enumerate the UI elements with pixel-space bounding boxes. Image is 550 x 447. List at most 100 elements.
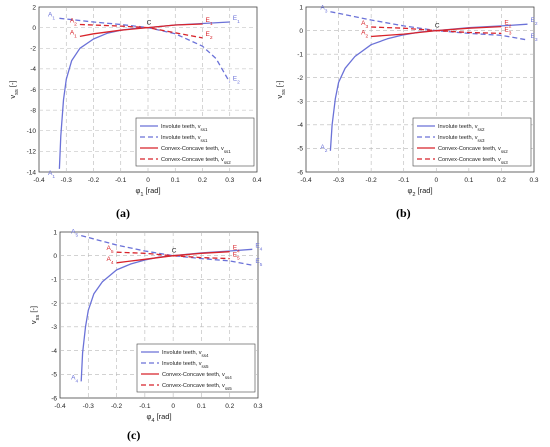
x-tick-label: -0.3	[61, 177, 73, 184]
x-axis-label: φ1 [rad]	[135, 186, 160, 198]
point-label: A2	[320, 144, 327, 154]
y-tick-label: 2	[32, 4, 36, 11]
point-label: A2	[361, 29, 368, 39]
point-label: E3	[504, 26, 511, 36]
y-tick-label: -6	[51, 395, 57, 402]
legend-entry: Involute teeth, vss1	[161, 135, 208, 143]
point-label: C	[172, 248, 177, 255]
legend: Involute teeth, vss2 Involute teeth, vss3…	[412, 117, 532, 167]
legend-entry: Involute teeth, vss5	[162, 361, 209, 369]
x-tick-label: -0.4	[54, 403, 66, 410]
legend: Involute teeth, vss1 Involute teeth, vss1…	[135, 117, 255, 167]
legend-entry: Involute teeth, vss3	[438, 135, 485, 143]
x-tick-label: 0.2	[497, 177, 506, 184]
x-tick-label: 0.4	[252, 177, 261, 184]
y-tick-label: 0	[299, 28, 303, 35]
point-label: E5	[233, 252, 240, 262]
point-label: C	[435, 23, 440, 30]
legend-entry: Convex-Concave teeth, vss2	[438, 146, 508, 154]
x-tick-label: -0.4	[300, 177, 312, 184]
legend-entry: Convex-Concave teeth, vss2	[161, 157, 231, 165]
point-label: E5	[255, 258, 262, 268]
legend-entry: Convex-Concave teeth, vss1	[161, 146, 231, 154]
x-tick-label: 0.3	[225, 177, 234, 184]
legend-entry: Involute teeth, vss2	[438, 124, 485, 132]
x-tick-label: -0.2	[88, 177, 100, 184]
x-tick-label: -0.1	[115, 177, 127, 184]
x-tick-label: -0.3	[83, 403, 95, 410]
x-tick-label: -0.2	[366, 177, 378, 184]
point-label: A2	[70, 18, 77, 28]
y-tick-label: -12	[27, 149, 37, 156]
legend-entry: Involute teeth, vss4	[162, 350, 209, 358]
x-tick-label: 0.1	[464, 177, 473, 184]
series-line-3	[79, 23, 203, 38]
caption-b: (b)	[396, 206, 411, 220]
y-tick-label: -5	[51, 372, 57, 379]
y-tick-label: -8	[30, 107, 36, 114]
x-tick-label: 0	[434, 177, 438, 184]
x-tick-label: -0.4	[33, 177, 45, 184]
y-tick-label: -3	[297, 99, 303, 106]
x-tick-label: -0.1	[139, 403, 151, 410]
x-tick-label: 0.3	[529, 177, 538, 184]
x-tick-label: -0.2	[111, 403, 123, 410]
x-tick-label: 0.2	[225, 403, 234, 410]
point-label: A1	[48, 11, 55, 21]
x-tick-label: 0	[171, 403, 175, 410]
point-label: A5	[71, 229, 78, 239]
point-label: A3	[361, 20, 368, 30]
series-line-2	[59, 17, 231, 83]
chart-3: -0.4 -0.3 -0.2 -0.1 0 0.1 0.2 0.3 -6 -5 -4 -3 -2 -1 0 1…	[29, 229, 263, 424]
point-label: E1	[206, 17, 213, 27]
x-axis-label: φ4 [rad]	[146, 412, 171, 424]
point-label: E4	[255, 242, 262, 252]
x-axis-label: φ2 [rad]	[407, 186, 432, 198]
y-tick-label: 1	[299, 4, 303, 11]
x-tick-label: 0	[146, 177, 150, 184]
y-tick-label: -10	[27, 128, 37, 135]
y-tick-label: -2	[297, 75, 303, 82]
y-tick-label: -5	[297, 146, 303, 153]
x-tick-label: 0.2	[198, 177, 207, 184]
chart-2: -0.4 -0.3 -0.2 -0.1 0 0.1 0.2 0.3 -6 -5 -4 -3 -2 -1 0 1…	[275, 4, 539, 198]
point-label: E2	[233, 75, 240, 85]
y-tick-label: -4	[297, 122, 303, 129]
series-line-4	[79, 23, 203, 39]
series-line-2	[81, 234, 253, 266]
point-label: A5	[107, 245, 114, 255]
x-tick-label: -0.3	[333, 177, 345, 184]
y-tick-label: -4	[51, 348, 57, 355]
y-tick-label: -14	[27, 169, 37, 176]
y-tick-label: -2	[51, 300, 57, 307]
y-tick-label: -6	[30, 87, 36, 94]
y-tick-label: 1	[53, 229, 57, 236]
point-label: A4	[107, 256, 114, 266]
point-label: E4	[233, 245, 240, 255]
x-tick-label: 0.1	[171, 177, 180, 184]
x-tick-label: -0.1	[398, 177, 410, 184]
x-tick-label: 0.3	[253, 403, 262, 410]
legend-entry: Convex-Concave teeth, vss4	[162, 372, 232, 380]
point-label: A1	[70, 29, 77, 39]
y-tick-label: -6	[297, 169, 303, 176]
point-label: E2	[530, 17, 537, 27]
point-label: A1	[48, 170, 55, 180]
legend-entry: Convex-Concave teeth, vss3	[438, 157, 508, 165]
y-tick-label: -1	[297, 51, 303, 58]
y-tick-label: -3	[51, 324, 57, 331]
y-tick-label: -4	[30, 66, 36, 73]
point-label: C	[147, 20, 152, 27]
y-axis-label: vss [-]	[29, 306, 41, 324]
caption-c: (c)	[127, 428, 141, 442]
point-label: A3	[320, 5, 327, 15]
y-axis-label: vss [-]	[275, 80, 287, 98]
y-tick-label: 0	[53, 253, 57, 260]
point-label: E2	[206, 31, 213, 41]
point-label: E2	[504, 20, 511, 30]
point-label: A4	[71, 374, 78, 384]
point-label: E3	[530, 33, 537, 43]
series-line-4	[371, 26, 502, 35]
legend: Involute teeth, vss4 Involute teeth, vss5…	[136, 343, 256, 393]
